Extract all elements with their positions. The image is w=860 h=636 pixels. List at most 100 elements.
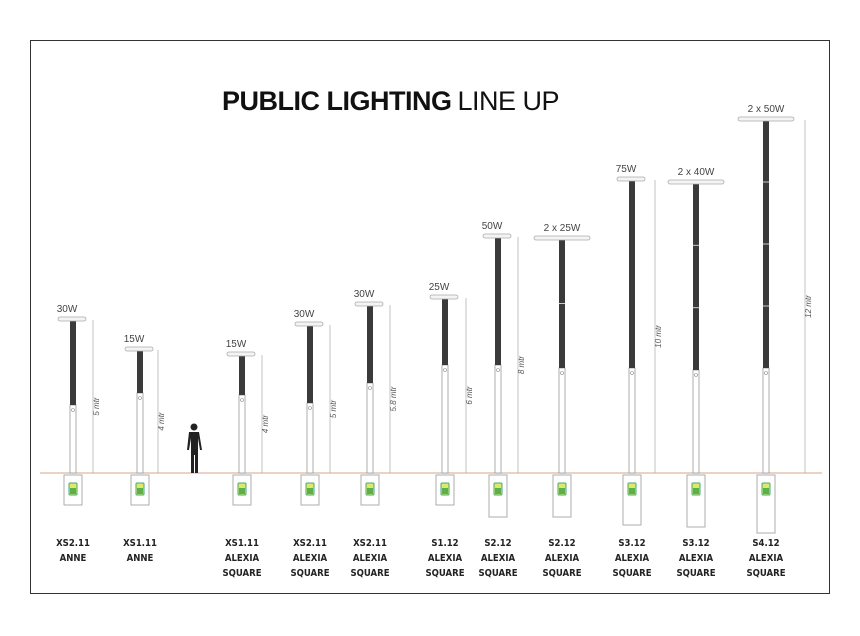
pole-hatch bbox=[496, 368, 500, 372]
wattage-label: 2 x 50W bbox=[748, 104, 785, 115]
pole-hatch bbox=[138, 396, 142, 400]
pole-upper bbox=[442, 298, 448, 365]
pole: 15W 4 mtr XS1.11 ANNE bbox=[123, 334, 166, 564]
wattage-label: 30W bbox=[354, 289, 375, 300]
pole-shaft bbox=[69, 404, 77, 474]
model-label: ALEXIA bbox=[615, 553, 650, 564]
battery-charge bbox=[137, 488, 143, 494]
model-label: S3.12 bbox=[618, 538, 645, 549]
model-label: ALEXIA bbox=[353, 553, 388, 564]
height-label: 4 mtr bbox=[261, 415, 270, 434]
model-label: ALEXIA bbox=[428, 553, 463, 564]
wattage-label: 75W bbox=[616, 164, 637, 175]
model-label: S2.12 bbox=[548, 538, 575, 549]
model-label: SQUARE bbox=[350, 568, 389, 579]
height-label: 6 mtr bbox=[465, 386, 474, 405]
pole-upper bbox=[495, 237, 501, 365]
model-label: S3.12 bbox=[682, 538, 709, 549]
wattage-label: 30W bbox=[294, 309, 315, 320]
pole-hatch bbox=[560, 371, 564, 375]
model-label: XS2.11 bbox=[353, 538, 387, 549]
model-label: XS2.11 bbox=[56, 538, 90, 549]
model-label: SQUARE bbox=[425, 568, 464, 579]
lamp-head bbox=[57, 316, 87, 322]
lamp-head bbox=[667, 179, 725, 185]
lamp-head bbox=[616, 176, 646, 182]
pole-hatch bbox=[630, 371, 634, 375]
model-label: ALEXIA bbox=[679, 553, 714, 564]
model-label: ALEXIA bbox=[749, 553, 784, 564]
pole-upper bbox=[307, 325, 313, 403]
model-label: SQUARE bbox=[222, 568, 261, 579]
model-label: SQUARE bbox=[612, 568, 651, 579]
height-label: 5 mtr bbox=[92, 397, 101, 416]
model-label: XS1.11 bbox=[123, 538, 157, 549]
wattage-label: 15W bbox=[124, 334, 145, 345]
pole: 2 x 50W 12 mtr S4.12 ALEXIA SQUARE bbox=[737, 104, 813, 579]
human-silhouette bbox=[187, 423, 202, 473]
wattage-label: 25W bbox=[429, 282, 450, 293]
lamp-head bbox=[737, 116, 795, 122]
battery-charge bbox=[70, 488, 76, 494]
pole-hatch bbox=[443, 368, 447, 372]
battery-charge bbox=[693, 488, 699, 494]
model-label: S2.12 bbox=[484, 538, 511, 549]
pole-upper bbox=[70, 320, 76, 405]
pole-upper bbox=[137, 350, 143, 393]
height-label: 5 mtr bbox=[329, 400, 338, 419]
pole-shaft bbox=[692, 369, 700, 474]
pole: 2 x 40W S3.12 ALEXIA SQUARE bbox=[667, 167, 725, 579]
model-label: SQUARE bbox=[746, 568, 785, 579]
height-label: 4 mtr bbox=[157, 412, 166, 431]
pole-hatch bbox=[764, 371, 768, 375]
title-light: LINE UP bbox=[458, 86, 560, 116]
pole-hatch bbox=[71, 408, 75, 412]
model-label: XS2.11 bbox=[293, 538, 327, 549]
pole: 75W 10 mtr S3.12 ALEXIA SQUARE bbox=[612, 164, 663, 579]
pole: 15W 4 mtr XS1.11 ALEXIA SQUARE bbox=[222, 339, 270, 579]
model-label: ANNE bbox=[127, 553, 154, 564]
pole: 30W 5 mtr XS2.11 ALEXIA SQUARE bbox=[290, 309, 338, 579]
battery-charge bbox=[367, 488, 373, 494]
pole: 2 x 25W S2.12 ALEXIA SQUARE bbox=[533, 223, 591, 579]
pole: 30W 5.8 mtr XS2.11 ALEXIA SQUARE bbox=[350, 289, 398, 579]
wattage-label: 30W bbox=[57, 304, 78, 315]
lamp-head bbox=[429, 294, 459, 300]
model-label: SQUARE bbox=[478, 568, 517, 579]
wattage-label: 15W bbox=[226, 339, 247, 350]
pole-hatch bbox=[694, 373, 698, 377]
model-label: ALEXIA bbox=[225, 553, 260, 564]
lamp-head bbox=[354, 301, 384, 307]
pole-shaft bbox=[494, 364, 502, 474]
pole-hatch bbox=[240, 398, 244, 402]
model-label: S1.12 bbox=[431, 538, 458, 549]
battery-charge bbox=[442, 488, 448, 494]
height-label: 10 mtr bbox=[654, 325, 663, 348]
pole-shaft bbox=[306, 402, 314, 474]
title: PUBLIC LIGHTING LINE UP bbox=[222, 86, 559, 116]
battery-charge bbox=[239, 488, 245, 494]
model-label: SQUARE bbox=[676, 568, 715, 579]
wattage-label: 2 x 25W bbox=[544, 223, 581, 234]
lamp-head bbox=[124, 346, 154, 352]
wattage-label: 50W bbox=[482, 221, 503, 232]
height-label: 8 mtr bbox=[517, 356, 526, 375]
pole-upper bbox=[367, 305, 373, 383]
battery-charge bbox=[495, 488, 501, 494]
pole-shaft bbox=[441, 364, 449, 474]
wattage-label: 2 x 40W bbox=[678, 167, 715, 178]
model-label: ALEXIA bbox=[481, 553, 516, 564]
model-label: ALEXIA bbox=[293, 553, 328, 564]
pole-upper bbox=[239, 355, 245, 395]
pole-shaft bbox=[366, 382, 374, 474]
lamp-head bbox=[294, 321, 324, 327]
model-label: XS1.11 bbox=[225, 538, 259, 549]
foundation bbox=[552, 474, 572, 518]
battery-charge bbox=[307, 488, 313, 494]
pole-shaft bbox=[136, 392, 144, 474]
pole-hatch bbox=[368, 386, 372, 390]
model-label: SQUARE bbox=[290, 568, 329, 579]
model-label: SQUARE bbox=[542, 568, 581, 579]
